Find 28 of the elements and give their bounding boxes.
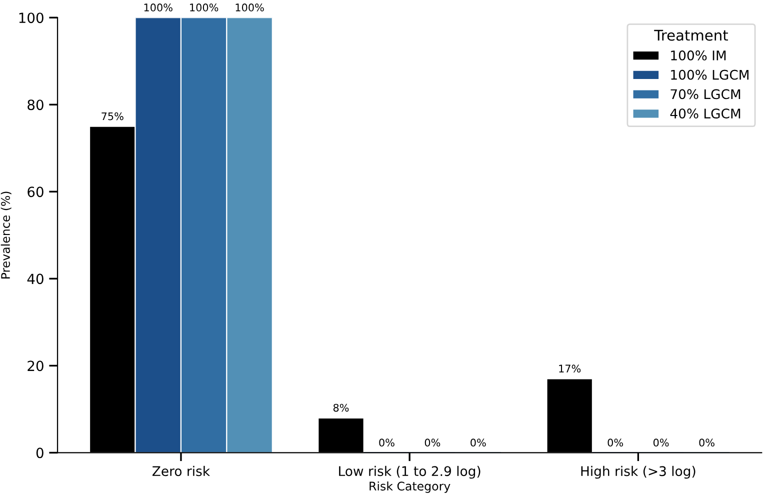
data-label: 100% bbox=[144, 4, 172, 12]
data-label: 8% bbox=[333, 404, 349, 412]
y-axis-title: Prevalence (%) bbox=[0, 192, 12, 278]
y-tick-label: 0 bbox=[36, 448, 44, 458]
data-label: 75% bbox=[102, 112, 124, 120]
data-label: 100% bbox=[190, 4, 218, 12]
legend-label: 40% LGCM bbox=[670, 108, 740, 119]
legend-label: 100% LGCM bbox=[671, 70, 748, 80]
y-tick-label: 20 bbox=[28, 360, 44, 372]
x-axis-title: Risk Category bbox=[370, 481, 450, 493]
y-tick-label: 40 bbox=[27, 274, 44, 284]
data-label: 0% bbox=[653, 438, 669, 447]
y-tick-label: 60 bbox=[28, 186, 44, 198]
data-label: 0% bbox=[608, 438, 624, 447]
data-label: 0% bbox=[379, 438, 394, 447]
data-label: 17% bbox=[559, 364, 581, 373]
legend-label: 70% LGCM bbox=[670, 89, 740, 100]
y-tick-label: 100 bbox=[19, 12, 44, 24]
x-tick-label: High risk (>3 log) bbox=[581, 466, 696, 479]
data-label: 100% bbox=[236, 4, 264, 12]
y-tick-label: 80 bbox=[28, 100, 44, 110]
legend-label: 100% IM bbox=[671, 50, 726, 60]
data-label: 0% bbox=[424, 438, 440, 447]
x-tick-label: Low risk (1 to 2.9 log) bbox=[339, 466, 480, 479]
x-tick-label: Zero risk bbox=[152, 466, 210, 476]
data-label: 0% bbox=[470, 438, 486, 447]
data-label: 0% bbox=[699, 438, 714, 447]
legend-title: Treatment bbox=[654, 30, 728, 41]
